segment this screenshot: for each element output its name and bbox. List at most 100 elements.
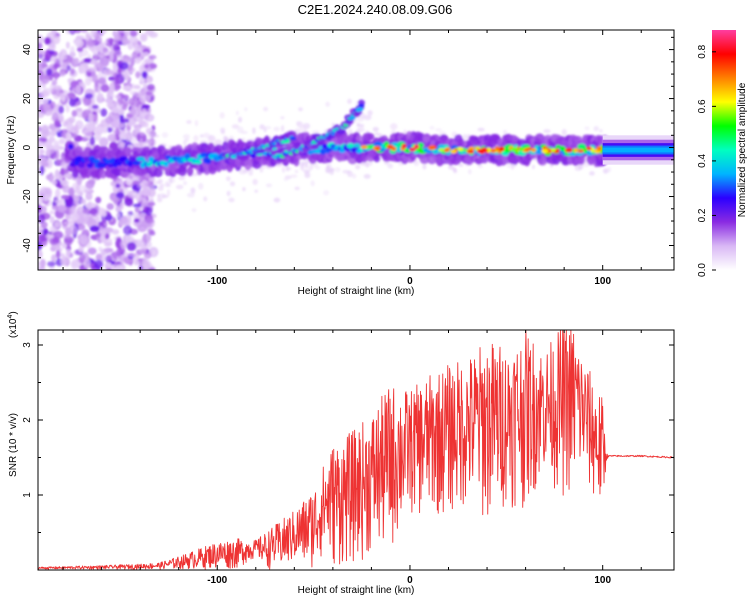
heatmap-cell xyxy=(85,180,95,189)
svg-text:(x104): (x104) xyxy=(7,311,19,338)
heatmap-cell xyxy=(96,30,102,34)
heatmap-cell xyxy=(80,30,88,33)
heatmap-cell xyxy=(355,135,364,142)
heatmap-panel: -100 0 100 -40 -20 0 20 40 Height of straight l… xyxy=(6,29,675,297)
heatmap-cell xyxy=(111,229,120,235)
heatmap-cell xyxy=(259,124,265,130)
heatmap-cell xyxy=(443,148,450,153)
heatmap-cell xyxy=(39,165,45,176)
heatmap-cell xyxy=(134,206,140,213)
heatmap-cell xyxy=(83,128,93,140)
heatmap-cell xyxy=(40,159,48,166)
heatmap-cell xyxy=(45,234,55,240)
heatmap-cell xyxy=(102,126,108,134)
heatmap-cell xyxy=(106,102,115,108)
heatmap-cell xyxy=(148,31,158,38)
heatmap-cell xyxy=(367,133,375,141)
heatmap-cell xyxy=(60,179,69,187)
heatmap-cell xyxy=(87,201,92,211)
heatmap-cell xyxy=(44,91,51,97)
heatmap-cell xyxy=(241,137,246,142)
heatmap-cell xyxy=(237,118,242,123)
heatmap-cell xyxy=(127,160,133,167)
heatmap-cell xyxy=(447,165,454,170)
heatmap-cell xyxy=(136,93,141,98)
heatmap-cell xyxy=(88,216,94,225)
heatmap-cell xyxy=(98,163,107,168)
heatmap-cell xyxy=(41,75,50,84)
heatmap-cell xyxy=(606,166,612,173)
heatmap-cell xyxy=(506,163,513,169)
heatmap-cell xyxy=(374,132,380,136)
heatmap-cell xyxy=(58,138,66,145)
heatmap-cell xyxy=(68,224,78,235)
x-tick-label: 0 xyxy=(407,575,413,586)
x-tick-label: -100 xyxy=(207,575,227,586)
heatmap-cell xyxy=(311,143,319,150)
heatmap-cell xyxy=(334,167,341,173)
heatmap-cell xyxy=(66,124,76,133)
heatmap-cell xyxy=(60,52,67,61)
heatmap-cell xyxy=(70,67,75,76)
heatmap-cell xyxy=(67,143,74,150)
heatmap-cell xyxy=(438,148,445,152)
heatmap-cell xyxy=(298,161,305,167)
heatmap-cell xyxy=(51,79,58,86)
heatmap-cell xyxy=(229,135,234,141)
heatmap-cell xyxy=(373,155,381,163)
heatmap-cell xyxy=(551,147,556,152)
heatmap-cell xyxy=(244,107,248,112)
heatmap-cell xyxy=(148,196,154,203)
heatmap-cell xyxy=(133,260,141,266)
heatmap-cell xyxy=(68,98,77,107)
heatmap-cell xyxy=(94,131,102,142)
heatmap-cell xyxy=(115,236,122,242)
heatmap-y-axis-label: Frequency (Hz) xyxy=(6,116,17,185)
heatmap-cell xyxy=(510,147,519,152)
heatmap-cell xyxy=(342,169,351,174)
heatmap-cell xyxy=(481,155,489,164)
heatmap-cell xyxy=(38,109,42,119)
heatmap-cell xyxy=(74,30,82,34)
heatmap-cell xyxy=(41,58,47,68)
heatmap-blobs xyxy=(38,30,614,270)
heatmap-cell xyxy=(133,124,142,130)
heatmap-cell xyxy=(107,133,118,142)
heatmap-cell xyxy=(229,181,236,187)
heatmap-cell xyxy=(115,212,121,219)
y-tick-label: 2 xyxy=(22,417,33,423)
heatmap-cell xyxy=(490,148,496,154)
heatmap-cell xyxy=(92,158,101,164)
heatmap-cell xyxy=(366,145,371,149)
heatmap-cell xyxy=(413,160,420,167)
colorbar-tick-label: 0.6 xyxy=(697,99,708,113)
heatmap-cell xyxy=(148,188,156,198)
heatmap-cell xyxy=(86,41,97,46)
heatmap-cell xyxy=(124,178,133,186)
heatmap-cell xyxy=(375,145,381,151)
heatmap-cell xyxy=(148,230,156,236)
heatmap-cell xyxy=(495,146,500,150)
heatmap-cell xyxy=(152,134,160,138)
heatmap-cell xyxy=(144,58,151,63)
heatmap-cell xyxy=(48,131,54,141)
heatmap-cell xyxy=(54,221,61,228)
heatmap-cell xyxy=(584,126,590,131)
heatmap-cell xyxy=(303,169,311,174)
heatmap-cell xyxy=(46,261,56,267)
heatmap-cell xyxy=(157,197,163,203)
y-tick-label: 20 xyxy=(22,93,33,105)
heatmap-cell xyxy=(351,173,357,179)
heatmap-cell xyxy=(222,141,229,152)
heatmap-cell xyxy=(283,177,289,181)
heatmap-cell xyxy=(48,50,55,55)
heatmap-cell xyxy=(109,82,115,94)
heatmap-x-axis-label: Height of straight line (km) xyxy=(298,286,415,297)
heatmap-axes: -100 0 100 -40 -20 0 20 40 xyxy=(22,30,674,287)
heatmap-cell xyxy=(145,218,155,224)
heatmap-cell xyxy=(59,70,66,77)
heatmap-cell xyxy=(53,63,61,69)
heatmap-cell xyxy=(112,30,117,37)
heatmap-cell xyxy=(320,148,326,155)
heatmap-cell xyxy=(116,247,123,257)
